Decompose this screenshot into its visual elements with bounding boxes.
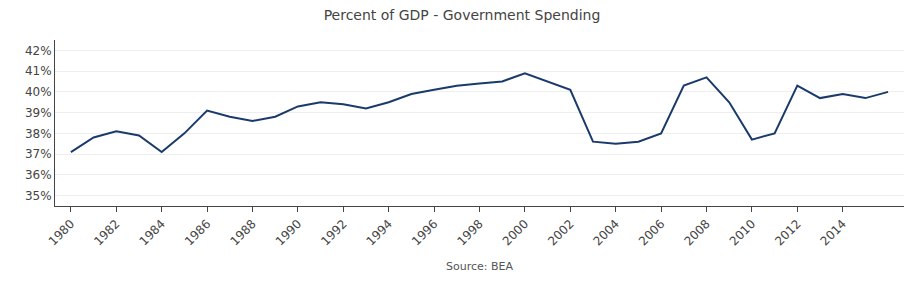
svg-text:2012: 2012 [772, 217, 803, 248]
svg-text:1996: 1996 [409, 217, 440, 248]
svg-text:2002: 2002 [545, 217, 576, 248]
svg-text:Source: BEA: Source: BEA [446, 260, 513, 273]
svg-text:41%: 41% [25, 64, 52, 78]
svg-text:37%: 37% [25, 147, 52, 161]
svg-text:2014: 2014 [818, 217, 849, 248]
svg-text:36%: 36% [25, 168, 52, 182]
svg-text:40%: 40% [25, 85, 52, 99]
svg-text:38%: 38% [25, 127, 52, 141]
svg-text:1992: 1992 [318, 217, 349, 248]
svg-text:1982: 1982 [91, 217, 122, 248]
svg-text:42%: 42% [25, 44, 52, 58]
svg-text:2004: 2004 [591, 217, 622, 248]
svg-text:2006: 2006 [636, 217, 667, 248]
svg-text:1986: 1986 [182, 217, 213, 248]
svg-text:1980: 1980 [46, 217, 77, 248]
svg-text:35%: 35% [25, 189, 52, 203]
svg-text:2000: 2000 [500, 217, 531, 248]
svg-text:2010: 2010 [727, 217, 758, 248]
svg-text:39%: 39% [25, 106, 52, 120]
svg-text:1998: 1998 [454, 217, 485, 248]
svg-text:1988: 1988 [227, 217, 258, 248]
svg-text:2008: 2008 [681, 217, 712, 248]
svg-text:1994: 1994 [364, 217, 395, 248]
svg-text:1984: 1984 [137, 217, 168, 248]
svg-text:1990: 1990 [273, 217, 304, 248]
svg-text:Percent of GDP - Government Sp: Percent of GDP - Government Spending [324, 7, 601, 23]
